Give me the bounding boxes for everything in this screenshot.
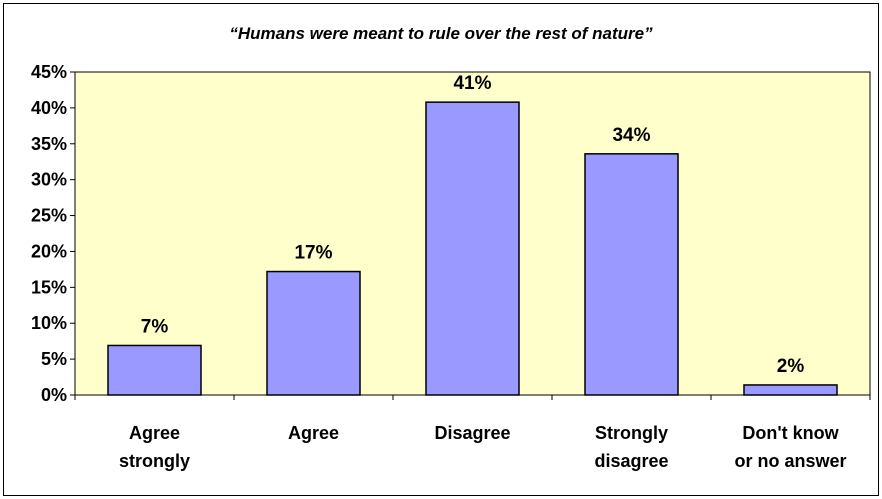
data-label: 2% [777,356,805,377]
y-tick-label: 45% [31,62,67,82]
y-tick-label: 10% [31,313,67,333]
chart-title: “Humans were meant to rule over the rest… [229,24,653,43]
x-category-label: Don't know or no answer [734,423,846,471]
x-category-label: Agree strongly [119,423,190,471]
y-tick-label: 20% [31,241,67,261]
data-label: 7% [141,316,169,337]
y-tick-label: 25% [31,206,67,226]
bars [107,101,838,396]
x-category-label: Agree [288,423,339,443]
y-axis: 0% 5% 10% 15% 20% 25% 30% 35% 40% 45% [31,62,75,405]
x-axis: Agree strongly Agree Disagree Strongly disagr… [74,395,871,471]
x-category-label: Strongly disagree [594,423,668,471]
y-tick-label: 0% [41,385,67,405]
data-label: 17% [294,243,332,264]
y-tick-label: 35% [31,134,67,154]
y-tick-label: 30% [31,170,67,190]
data-labels: 7% 17% 41% 34% 2% [141,73,805,377]
bar [107,344,202,396]
data-label: 41% [453,73,491,94]
y-tick-label: 5% [41,349,67,369]
y-tick-label: 40% [31,98,67,118]
bar [584,153,679,396]
bar [743,384,838,396]
x-category-label: Disagree [434,423,510,443]
bar [425,101,520,396]
y-tick-label: 15% [31,277,67,297]
bar [266,270,361,396]
data-label: 34% [612,125,650,146]
